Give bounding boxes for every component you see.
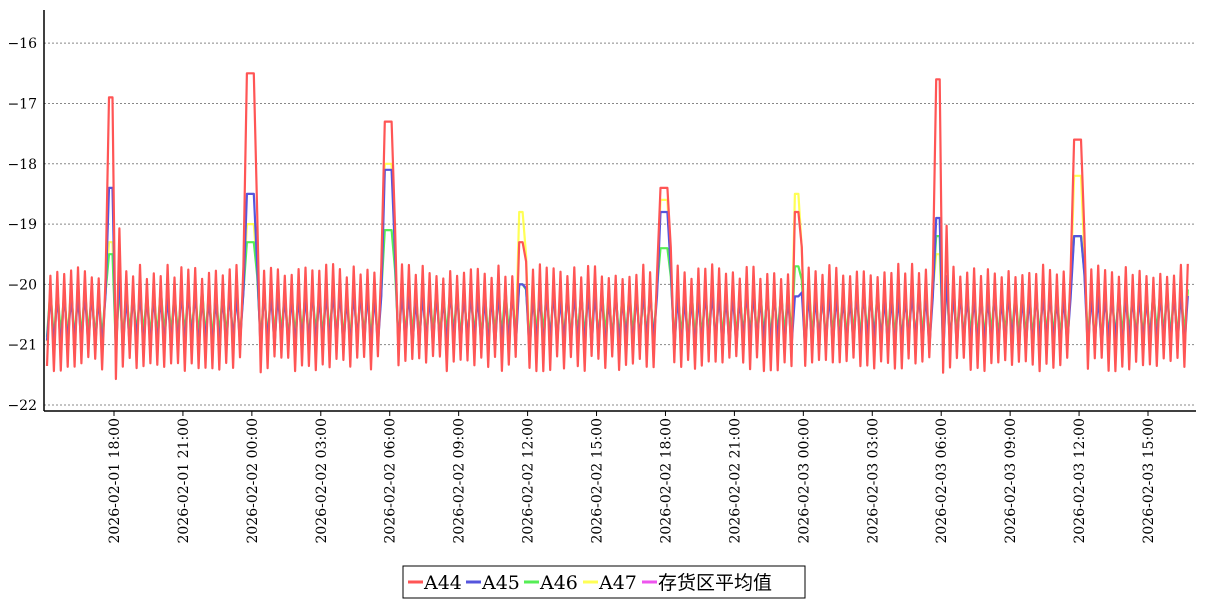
y-tick-labels: −16 −17 −18 −19 −20 −21 −22 [7, 36, 37, 414]
x-tick-labels: 2026-02-01 18:00 2026-02-01 21:00 2026-02-… [107, 411, 1157, 544]
legend-label: A45 [481, 572, 520, 594]
series-line-A44 [45, 72, 1189, 381]
x-tick-label: 2026-02-02 03:00 [314, 418, 330, 544]
y-tick-label: −17 [7, 96, 37, 112]
x-tick-label: 2026-02-03 15:00 [1141, 418, 1157, 544]
x-tick-label: 2026-02-03 06:00 [934, 418, 950, 544]
x-tick-label: 2026-02-02 15:00 [590, 418, 606, 544]
legend-label: 存货区平均值 [658, 572, 772, 594]
legend: A44 A45 A46 A47 存货区平均值 [402, 565, 806, 599]
x-tick-label: 2026-02-01 18:00 [107, 418, 123, 544]
x-tick-label: 2026-02-03 00:00 [796, 418, 812, 544]
y-tick-label: −16 [7, 36, 37, 52]
y-tick-label: −19 [7, 217, 37, 233]
legend-label: A44 [423, 572, 462, 594]
x-tick-label: 2026-02-02 09:00 [452, 418, 468, 544]
x-tick-label: 2026-02-02 12:00 [521, 418, 537, 544]
x-tick-label: 2026-02-02 18:00 [658, 418, 674, 544]
x-tick-label: 2026-02-03 09:00 [1003, 418, 1019, 544]
y-tick-label: −22 [7, 398, 37, 414]
series-layer [45, 72, 1189, 381]
axis-layer [43, 10, 1196, 412]
y-tick-label: −18 [7, 157, 37, 173]
x-tick-label: 2026-02-03 03:00 [865, 418, 881, 544]
x-tick-label: 2026-02-03 12:00 [1072, 418, 1088, 544]
legend-label: A46 [539, 572, 578, 594]
x-tick-label: 2026-02-02 06:00 [383, 418, 399, 544]
x-tick-label: 2026-02-02 21:00 [727, 418, 743, 544]
y-tick-label: −21 [7, 338, 37, 354]
x-tick-label: 2026-02-02 00:00 [245, 418, 261, 544]
x-tick-label: 2026-02-01 21:00 [176, 418, 192, 544]
legend-label: A47 [598, 572, 637, 594]
y-tick-label: −20 [7, 277, 37, 293]
